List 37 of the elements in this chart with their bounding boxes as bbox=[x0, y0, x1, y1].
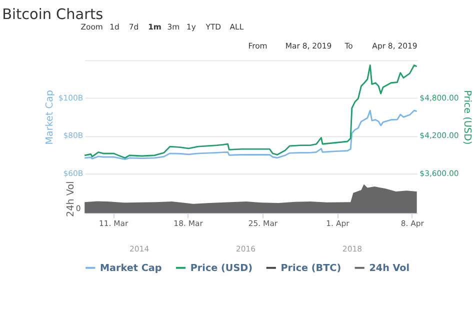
text: 7d bbox=[128, 22, 139, 32]
legend-label: Market Cap bbox=[100, 262, 162, 274]
text: To bbox=[344, 42, 354, 51]
y2-axis-title: Price (USD) bbox=[462, 90, 473, 145]
x-tick-label: 11. Mar bbox=[98, 219, 129, 228]
text: 2018 bbox=[342, 244, 362, 254]
chart-title: Bitcoin Charts bbox=[2, 6, 104, 23]
line-series bbox=[84, 64, 418, 159]
y-tick-label: $60B bbox=[63, 169, 84, 178]
text: Apr 8, 2019 bbox=[372, 42, 418, 51]
legend-label: Price (BTC) bbox=[280, 262, 342, 274]
y-tick-label: $100B bbox=[58, 93, 84, 102]
y-tick-label: $80B bbox=[63, 131, 84, 140]
y-axis-title: 24h Vol bbox=[66, 181, 77, 218]
y-axis-title: Market Cap bbox=[44, 90, 56, 145]
text: 1m bbox=[148, 22, 162, 32]
text: Mar 8, 2019 bbox=[285, 42, 332, 51]
text: 0 bbox=[76, 204, 81, 214]
y2-tick-label: $3,600.00 bbox=[420, 169, 459, 178]
line-series bbox=[84, 110, 418, 160]
x-tick-label: 1. Apr bbox=[326, 219, 350, 228]
text: 3m bbox=[167, 22, 180, 32]
text: 2016 bbox=[236, 244, 256, 254]
x-tick-label: 8. Apr bbox=[400, 219, 425, 228]
legend-label: 24h Vol bbox=[369, 262, 410, 274]
text: 1d bbox=[110, 22, 120, 32]
text: YTD bbox=[204, 22, 222, 32]
y2-tick-label: $4,200.00 bbox=[420, 131, 459, 140]
text: 2014 bbox=[130, 244, 150, 254]
y2-tick-label: $4,800.00 bbox=[420, 93, 459, 102]
text: Zoom bbox=[80, 22, 103, 32]
text: From bbox=[248, 42, 268, 51]
legend-label: Price (USD) bbox=[190, 262, 252, 274]
x-tick-label: 18. Mar bbox=[174, 219, 204, 228]
text: ALL bbox=[230, 22, 244, 32]
text: 1y bbox=[186, 22, 196, 32]
x-tick-label: 25. Mar bbox=[248, 219, 278, 228]
